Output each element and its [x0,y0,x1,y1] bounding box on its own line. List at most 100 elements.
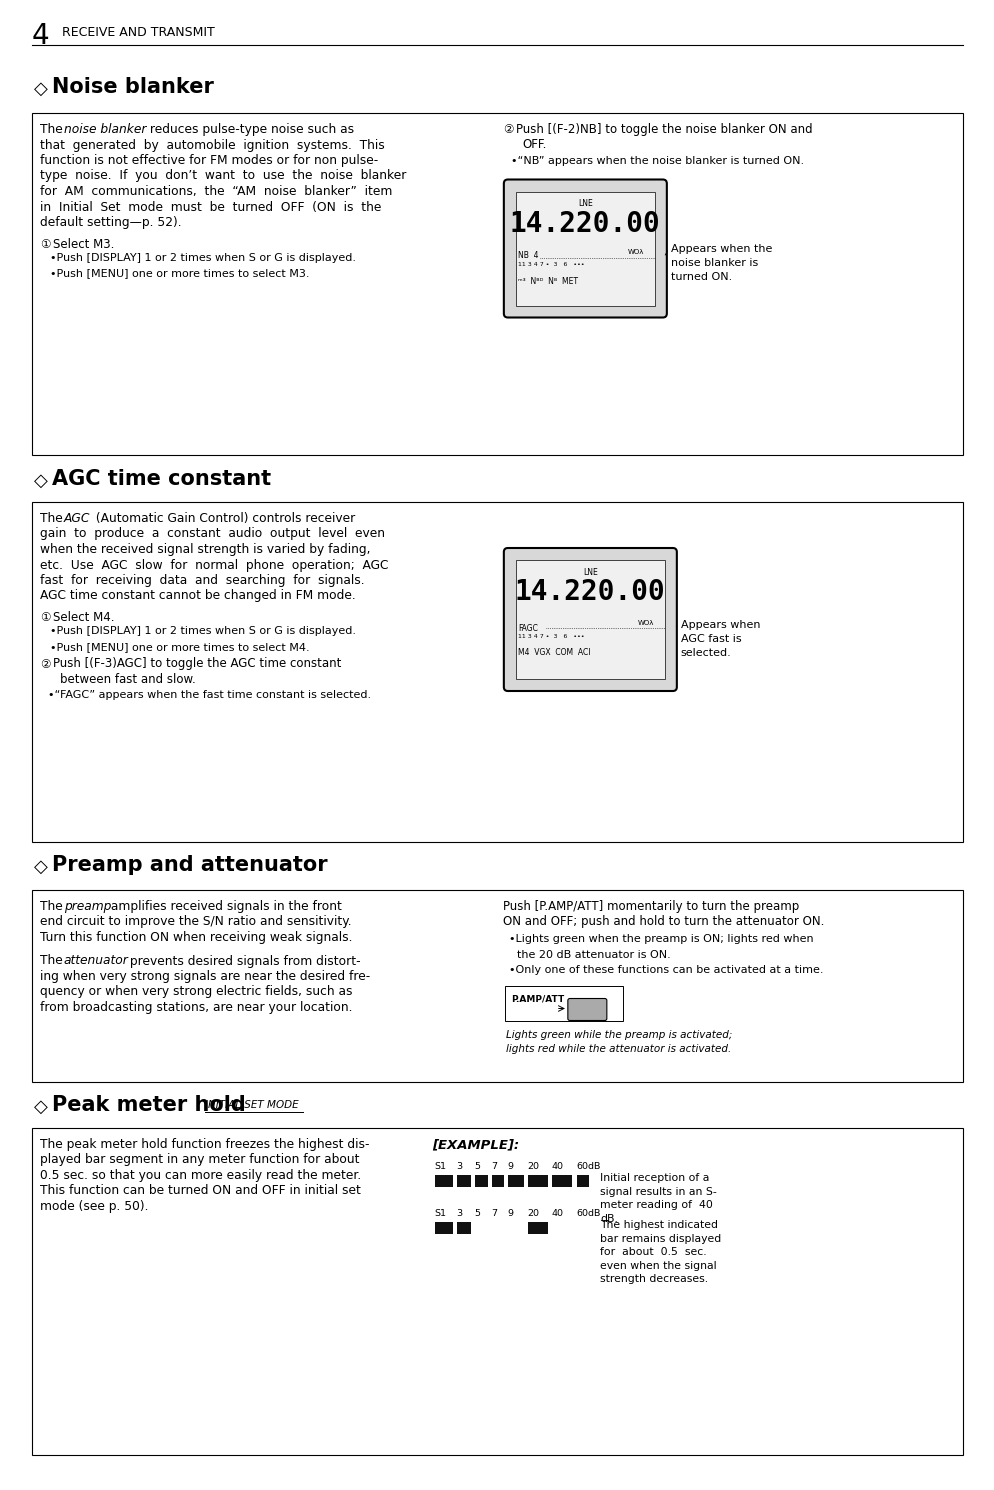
Text: in  Initial  Set  mode  must  be  turned  OFF  (ON  is  the: in Initial Set mode must be turned OFF (… [40,201,381,213]
Text: AGC time constant: AGC time constant [52,469,270,489]
FancyBboxPatch shape [568,998,606,1021]
Text: Turn this function ON when receiving weak signals.: Turn this function ON when receiving wea… [40,931,352,945]
Text: 14.220.00: 14.220.00 [515,578,665,606]
Bar [515,560,664,679]
Text: 20: 20 [527,1162,539,1171]
Text: ◇: ◇ [34,80,48,98]
Text: The highest indicated
bar remains displayed
for  about  0.5  sec.
even when the : The highest indicated bar remains displa… [599,1220,721,1284]
Bar [475,1176,488,1188]
Text: S1: S1 [434,1208,446,1217]
Text: NB  4: NB 4 [517,252,538,261]
Text: The peak meter hold function freezes the highest dis-: The peak meter hold function freezes the… [40,1138,369,1150]
Text: type  noise.  If  you  don’t  want  to  use  the  noise  blanker: type noise. If you don’t want to use the… [40,170,406,182]
Bar [32,502,962,842]
Text: 5: 5 [474,1208,480,1217]
Text: 14.220.00: 14.220.00 [510,210,660,237]
Text: ◇: ◇ [34,858,48,876]
Text: Preamp and attenuator: Preamp and attenuator [52,855,327,875]
Text: •Only one of these functions can be activated at a time.: •Only one of these functions can be acti… [508,966,822,974]
Text: Push [(F-3)AGC] to toggle the AGC time constant: Push [(F-3)AGC] to toggle the AGC time c… [53,657,341,670]
Text: end circuit to improve the S/N ratio and sensitivity.: end circuit to improve the S/N ratio and… [40,915,351,928]
Text: 11 3 4 7 •  3   6   •••: 11 3 4 7 • 3 6 ••• [517,262,583,267]
Text: ②: ② [502,124,513,136]
Text: that  generated  by  automobile  ignition  systems.  This: that generated by automobile ignition sy… [40,139,385,152]
Text: •Push [DISPLAY] 1 or 2 times when S or G is displayed.: •Push [DISPLAY] 1 or 2 times when S or G… [50,626,356,636]
Text: This function can be turned ON and OFF in initial set: This function can be turned ON and OFF i… [40,1185,361,1198]
Text: 40: 40 [551,1208,563,1217]
Text: 9: 9 [507,1208,513,1217]
Text: Appears when
AGC fast is
selected.: Appears when AGC fast is selected. [680,620,759,659]
Text: 7: 7 [491,1208,497,1217]
Text: INITIAL SET MODE: INITIAL SET MODE [205,1100,298,1110]
Text: Lights green while the preamp is activated;: Lights green while the preamp is activat… [505,1031,732,1040]
Text: The: The [40,955,67,967]
Bar [457,1176,471,1188]
Text: LNE: LNE [582,568,597,577]
Text: Push [P.AMP/ATT] momentarily to turn the preamp: Push [P.AMP/ATT] momentarily to turn the… [502,900,798,913]
Text: ON and OFF; push and hold to turn the attenuator ON.: ON and OFF; push and hold to turn the at… [502,915,823,928]
Text: Initial reception of a
signal results in an S-
meter reading of  40
dB.: Initial reception of a signal results in… [599,1173,717,1223]
Text: ◇: ◇ [34,1098,48,1116]
Text: preamp: preamp [64,900,111,913]
Text: •“FAGC” appears when the fast time constant is selected.: •“FAGC” appears when the fast time const… [48,690,371,700]
Text: •Push [MENU] one or more times to select M4.: •Push [MENU] one or more times to select… [50,642,309,653]
Text: noise blanker: noise blanker [64,124,146,136]
Text: •“NB” appears when the noise blanker is turned ON.: •“NB” appears when the noise blanker is … [510,156,803,165]
Text: 0.5 sec. so that you can more easily read the meter.: 0.5 sec. so that you can more easily rea… [40,1170,361,1182]
Text: OFF.: OFF. [522,139,547,152]
Bar [435,1176,453,1188]
Text: attenuator: attenuator [64,955,128,967]
Text: ②: ② [40,657,51,670]
Text: Peak meter hold: Peak meter hold [52,1095,246,1115]
Text: ①: ① [40,237,51,250]
Text: LNE: LNE [578,200,592,209]
Text: played bar segment in any meter function for about: played bar segment in any meter function… [40,1153,359,1167]
Text: RECEIVE AND TRANSMIT: RECEIVE AND TRANSMIT [62,25,215,39]
Bar [528,1222,548,1234]
Text: Push [(F-2)NB] to toggle the noise blanker ON and: Push [(F-2)NB] to toggle the noise blank… [515,124,812,136]
Text: prevents desired signals from distort-: prevents desired signals from distort- [126,955,360,967]
Text: AGC: AGC [64,513,90,524]
Text: mode (see p. 50).: mode (see p. 50). [40,1199,148,1213]
Text: ᵐ³  Nᴮᴰ  Nᴮ  MET: ᵐ³ Nᴮᴰ Nᴮ MET [517,277,578,286]
Text: The: The [40,124,67,136]
Bar [552,1176,572,1188]
Text: lights red while the attenuator is activated.: lights red while the attenuator is activ… [505,1043,731,1053]
Text: The: The [40,513,67,524]
Bar [32,1128,962,1456]
Bar [515,192,654,305]
Text: 3: 3 [456,1162,462,1171]
Bar [435,1222,453,1234]
Text: Select M4.: Select M4. [53,611,114,624]
Text: amplifies received signals in the front: amplifies received signals in the front [107,900,342,913]
Text: WOλ: WOλ [627,249,643,255]
Text: The: The [40,900,67,913]
Text: ing when very strong signals are near the desired fre-: ing when very strong signals are near th… [40,970,370,983]
Bar [508,1176,524,1188]
Text: M4  VGX  COM  ACI: M4 VGX COM ACI [517,648,589,657]
Text: 3: 3 [456,1208,462,1217]
Text: from broadcasting stations, are near your location.: from broadcasting stations, are near you… [40,1001,352,1015]
Bar [32,890,962,1082]
FancyBboxPatch shape [503,548,676,691]
Bar [577,1176,588,1188]
Text: between fast and slow.: between fast and slow. [60,673,196,685]
Text: 40: 40 [551,1162,563,1171]
Text: the 20 dB attenuator is ON.: the 20 dB attenuator is ON. [516,949,670,960]
Text: ◇: ◇ [34,472,48,490]
Text: P.AMP/ATT: P.AMP/ATT [510,994,564,1003]
Bar [457,1222,471,1234]
Bar [504,985,622,1021]
Text: when the received signal strength is varied by fading,: when the received signal strength is var… [40,542,370,556]
Text: fast  for  receiving  data  and  searching  for  signals.: fast for receiving data and searching fo… [40,574,364,587]
Text: [EXAMPLE]:: [EXAMPLE]: [432,1138,519,1150]
Text: quency or when very strong electric fields, such as: quency or when very strong electric fiel… [40,985,352,998]
Text: reduces pulse-type noise such as: reduces pulse-type noise such as [146,124,354,136]
Text: AGC time constant cannot be changed in FM mode.: AGC time constant cannot be changed in F… [40,590,356,602]
Text: 7: 7 [491,1162,497,1171]
Text: 20: 20 [527,1208,539,1217]
Bar [492,1176,504,1188]
Text: Appears when the
noise blanker is
turned ON.: Appears when the noise blanker is turned… [670,243,771,282]
Text: •Push [MENU] one or more times to select M3.: •Push [MENU] one or more times to select… [50,268,309,279]
Text: S1: S1 [434,1162,446,1171]
